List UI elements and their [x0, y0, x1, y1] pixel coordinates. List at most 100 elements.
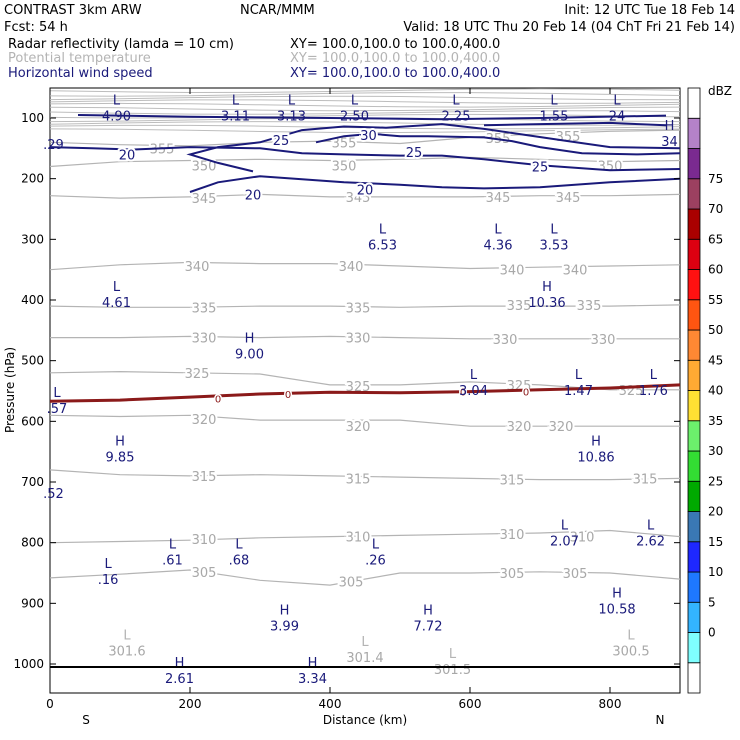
wind-extremum-marker: L	[550, 94, 558, 109]
wind-extremum-marker: L	[113, 280, 121, 295]
wind-extremum-value: 34	[661, 135, 678, 150]
colorbar-level-label: 45	[708, 353, 723, 367]
wind-extremum-value: 7.72	[414, 619, 443, 634]
colorbar-level-label: 40	[708, 384, 723, 398]
theta-contour-label: 305	[192, 566, 217, 581]
colorbar-level-label: 35	[708, 414, 723, 428]
upper-theta-line	[49, 95, 681, 101]
wind-contour-line	[315, 132, 681, 156]
field-xy-wind: XY= 100.0,100.0 to 100.0,400.0	[290, 66, 500, 81]
theta-extremum-marker: L	[449, 647, 457, 662]
wind-extremum-value: 1.55	[540, 110, 569, 125]
upper-theta-line	[49, 110, 681, 115]
theta-contour-label: 355	[332, 136, 357, 151]
colorbar-swatch	[687, 511, 701, 543]
field-xy-theta: XY= 100.0,100.0 to 100.0,400.0	[290, 51, 500, 66]
colorbar-unit: dBZ	[708, 84, 732, 98]
theta-contour-label: 345	[346, 191, 371, 206]
theta-contour-label: 340	[500, 264, 525, 279]
x-axis-label: Distance (km)	[323, 713, 407, 727]
theta-contour-label: 335	[507, 299, 532, 314]
y-tick-label: 500	[21, 354, 44, 368]
theta-contour-label: 310	[192, 533, 217, 548]
wind-extremum-value: 2.61	[165, 672, 194, 687]
colorbar-swatch	[687, 148, 701, 180]
colorbar-level-label: 15	[708, 535, 723, 549]
y-tick-label: 1000	[13, 657, 44, 671]
upper-theta-line	[49, 113, 681, 119]
wind-extremum-value: 3.11	[221, 110, 250, 125]
wind-extremum-value: 24	[609, 110, 626, 125]
wind-extremum-marker: L	[561, 518, 569, 533]
wind-extremum-value: .26	[365, 554, 386, 569]
theta-contour-label: 335	[192, 301, 217, 316]
wind-extremum-marker: H	[115, 435, 125, 450]
org-label: NCAR/MMM	[240, 3, 315, 18]
wind-extremum-marker: L	[550, 222, 558, 237]
y-axis-label: Pressure (hPa)	[3, 347, 17, 433]
colorbar-swatch	[687, 480, 701, 512]
theta-contour-line	[49, 156, 681, 168]
wind-contour-label: 20	[245, 188, 262, 203]
x-tick-label: 200	[179, 697, 202, 711]
theta-extremum-marker: L	[627, 629, 635, 644]
colorbar-level-label: 70	[708, 202, 723, 216]
colorbar-swatch	[687, 601, 701, 633]
wind-extremum-marker: H	[423, 603, 433, 618]
wind-extremum-value: 4.90	[102, 110, 131, 125]
theta-contour-label: 340	[563, 264, 588, 279]
colorbar-level-label: 20	[708, 505, 723, 519]
colorbar-level-label: 0	[708, 626, 716, 640]
wind-extremum-marker: L	[647, 518, 655, 533]
wind-contour-line	[49, 146, 681, 172]
theta-contour-label: 305	[500, 567, 525, 582]
field-label-wind: Horizontal wind speed	[8, 66, 153, 81]
wind-contour-line	[483, 121, 667, 127]
wind-extremum-marker: H	[280, 603, 290, 618]
wind-extremum-marker: H	[308, 656, 318, 671]
wind-extremum-marker: L	[372, 538, 380, 553]
wind-extremum-value: .16	[98, 573, 119, 588]
theta-contour-line	[49, 193, 681, 199]
theta-contour-line	[49, 370, 680, 391]
theta-contour-label: 320	[507, 420, 532, 435]
theta-contour-label: 345	[192, 192, 217, 207]
colorbar-swatch	[687, 329, 701, 361]
wind-contour-label: 25	[532, 161, 549, 176]
wind-extremum-marker: L	[470, 368, 478, 383]
field-xy-reflectivity: XY= 100.0,100.0 to 100.0,400.0	[290, 37, 500, 52]
zero-contour-label: 0	[460, 388, 466, 399]
colorbar-swatch	[687, 541, 701, 573]
zero-contour-line	[49, 383, 681, 403]
colorbar-swatch	[687, 269, 701, 301]
y-tick-label: 400	[21, 293, 44, 307]
colorbar-level-label: 5	[708, 595, 716, 609]
theta-contour-label: 310	[346, 531, 371, 546]
colorbar-swatch	[687, 571, 701, 603]
wind-contour-label: 25	[406, 146, 423, 161]
theta-extremum-marker: L	[123, 629, 131, 644]
reflectivity-zero-contour: 0 0 0 0	[49, 383, 681, 407]
colorbar-level-label: 60	[708, 263, 723, 277]
colorbar-swatch	[687, 632, 701, 664]
upper-theta-line	[49, 88, 681, 94]
wind-extremum-value: 1.76	[639, 384, 668, 399]
wind-extremum-marker: H	[591, 435, 601, 450]
wind-extremum-marker: L	[288, 94, 296, 109]
theta-contour-label: 320	[549, 420, 574, 435]
wind-extremum-value: 4.36	[484, 238, 513, 253]
wind-extremum-marker: L	[235, 538, 243, 553]
wind-contours: 20 20 20 25 25 25 30	[49, 114, 681, 205]
theta-contour-line	[49, 469, 681, 481]
wind-extremum-marker: L	[53, 386, 61, 401]
theta-extremum-value: 301.6	[108, 645, 145, 660]
upper-theta-line	[49, 92, 681, 97]
wind-contour-line	[189, 175, 681, 193]
extrema-labels: L4.90L3.11L3.13L2.50L2.25L1.55L24.29H34L…	[43, 94, 678, 687]
colorbar-swatch	[687, 238, 701, 270]
wind-extremum-marker: L	[650, 368, 658, 383]
wind-extremum-marker: H	[175, 656, 185, 671]
colorbar-swatch	[687, 359, 701, 391]
x-tick-label: 0	[46, 697, 54, 711]
